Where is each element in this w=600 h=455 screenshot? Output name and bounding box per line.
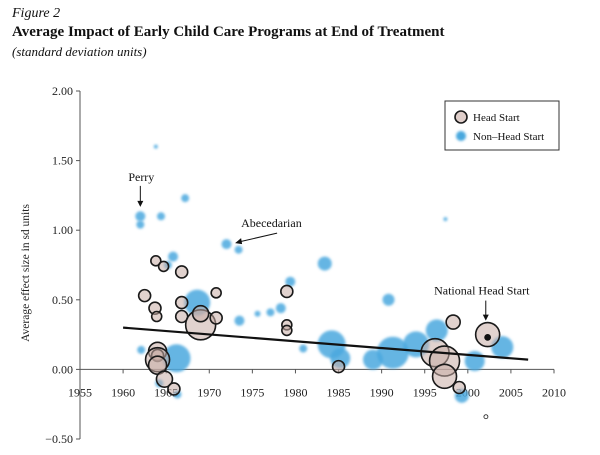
y-tick-label: 0.00 <box>52 362 73 376</box>
non-head-start-point <box>234 315 245 326</box>
non-head-start-point <box>157 212 166 221</box>
head-start-point <box>280 284 294 299</box>
head-start-point <box>191 304 210 323</box>
head-start-points <box>137 255 501 420</box>
head-start-point <box>167 382 181 396</box>
y-tick-label: −0.50 <box>45 432 73 446</box>
head-start-point <box>155 370 174 388</box>
annotation-arrowhead <box>482 314 489 321</box>
x-tick-label: 1960 <box>111 385 135 399</box>
trend-line-group <box>123 326 529 361</box>
head-start-point <box>452 380 467 395</box>
head-start-point <box>150 310 163 323</box>
non-head-start-point <box>234 245 243 254</box>
y-tick-label: 1.00 <box>52 223 73 237</box>
legend-box <box>444 100 560 151</box>
head-start-point <box>483 414 489 420</box>
x-tick-label: 2005 <box>499 385 523 399</box>
x-tick-label: 1995 <box>413 385 437 399</box>
head-start-point <box>431 363 458 390</box>
head-start-point <box>445 314 461 330</box>
non-head-start-point <box>275 303 286 314</box>
non-head-start-point <box>136 220 145 229</box>
annotation-arrowhead <box>235 238 243 245</box>
non-head-start-point <box>153 144 158 149</box>
legend: Head Start Non–Head Start <box>444 100 560 151</box>
x-tick-label: 1990 <box>370 385 394 399</box>
y-tick-label: 2.00 <box>52 84 73 98</box>
annotation-arrow <box>237 232 278 243</box>
y-tick-label: 0.50 <box>52 293 73 307</box>
non-head-start-point <box>376 336 409 369</box>
non-head-start-point <box>285 276 296 287</box>
head-start-point <box>210 287 222 299</box>
non-head-start-point <box>443 217 448 222</box>
trend-line <box>123 326 529 361</box>
annotations: Perry Abecedarian National Head Start <box>128 170 530 321</box>
annotation-perry: Perry <box>128 170 154 184</box>
annotation-abecedarian: Abecedarian <box>241 216 302 230</box>
x-tick-label: 1980 <box>283 385 307 399</box>
non-head-start-point <box>221 239 232 250</box>
non-head-start-point <box>254 310 261 317</box>
figure-subtitle: (standard deviation units) <box>12 44 147 59</box>
legend-non-head-start-marker <box>456 131 466 141</box>
non-head-start-point <box>425 319 448 342</box>
head-start-point <box>137 288 152 303</box>
head-start-point <box>209 311 223 325</box>
y-tick-label: 1.50 <box>52 154 73 168</box>
non-head-start-point <box>382 293 395 306</box>
y-axis-label: Average effect size in sd units <box>20 204 32 342</box>
x-tick-label: 1955 <box>68 385 92 399</box>
non-head-start-point <box>266 308 275 317</box>
non-head-start-point <box>168 251 179 262</box>
head-start-point <box>281 324 293 337</box>
legend-head-start-label: Head Start <box>473 112 520 124</box>
non-head-start-point <box>299 344 308 353</box>
figure-label: Figure 2 <box>12 6 61 21</box>
figure-title: Average Impact of Early Child Care Progr… <box>12 24 445 40</box>
x-tick-label: 1970 <box>197 385 221 399</box>
x-tick-label: 2010 <box>542 385 566 399</box>
x-tick-label: 1985 <box>327 385 351 399</box>
head-start-point <box>174 265 189 279</box>
annotation-arrowhead <box>137 200 144 207</box>
head-start-point <box>484 333 492 341</box>
non-head-start-point <box>317 256 332 271</box>
non-head-start-point <box>162 344 191 373</box>
legend-non-head-start-label: Non–Head Start <box>473 131 544 143</box>
legend-head-start-marker <box>454 110 468 124</box>
head-start-point <box>174 295 189 310</box>
head-start-point <box>150 255 162 267</box>
head-start-point <box>331 359 346 374</box>
non-head-start-point <box>181 194 190 203</box>
non-head-start-point <box>135 211 146 222</box>
x-tick-label: 1975 <box>240 385 264 399</box>
non-head-start-point <box>137 345 146 354</box>
annotation-national-head-start: National Head Start <box>434 284 530 298</box>
head-start-point <box>157 260 170 273</box>
